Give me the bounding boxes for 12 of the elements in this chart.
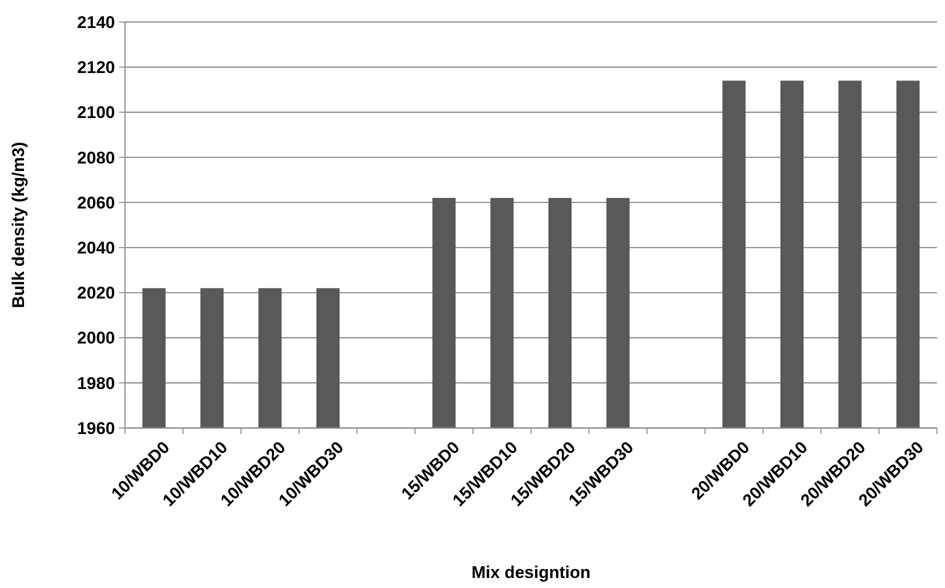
y-tick-label: 2100 xyxy=(77,103,115,122)
y-axis-title: Bulk density (kg/m3) xyxy=(9,142,28,308)
y-tick-label: 2040 xyxy=(77,238,115,258)
y-tick-label: 2020 xyxy=(77,284,115,303)
y-tick-label: 1960 xyxy=(77,418,115,438)
y-tick-label: 1980 xyxy=(77,374,115,393)
y-tick-label: 2120 xyxy=(77,58,115,78)
y-tick-label: 2000 xyxy=(77,328,115,348)
y-tick-label: 2140 xyxy=(77,12,115,32)
x-axis-title: Mix designtion xyxy=(472,563,590,582)
y-tick-label: 2060 xyxy=(77,193,115,212)
y-tick-label: 2080 xyxy=(77,148,115,168)
